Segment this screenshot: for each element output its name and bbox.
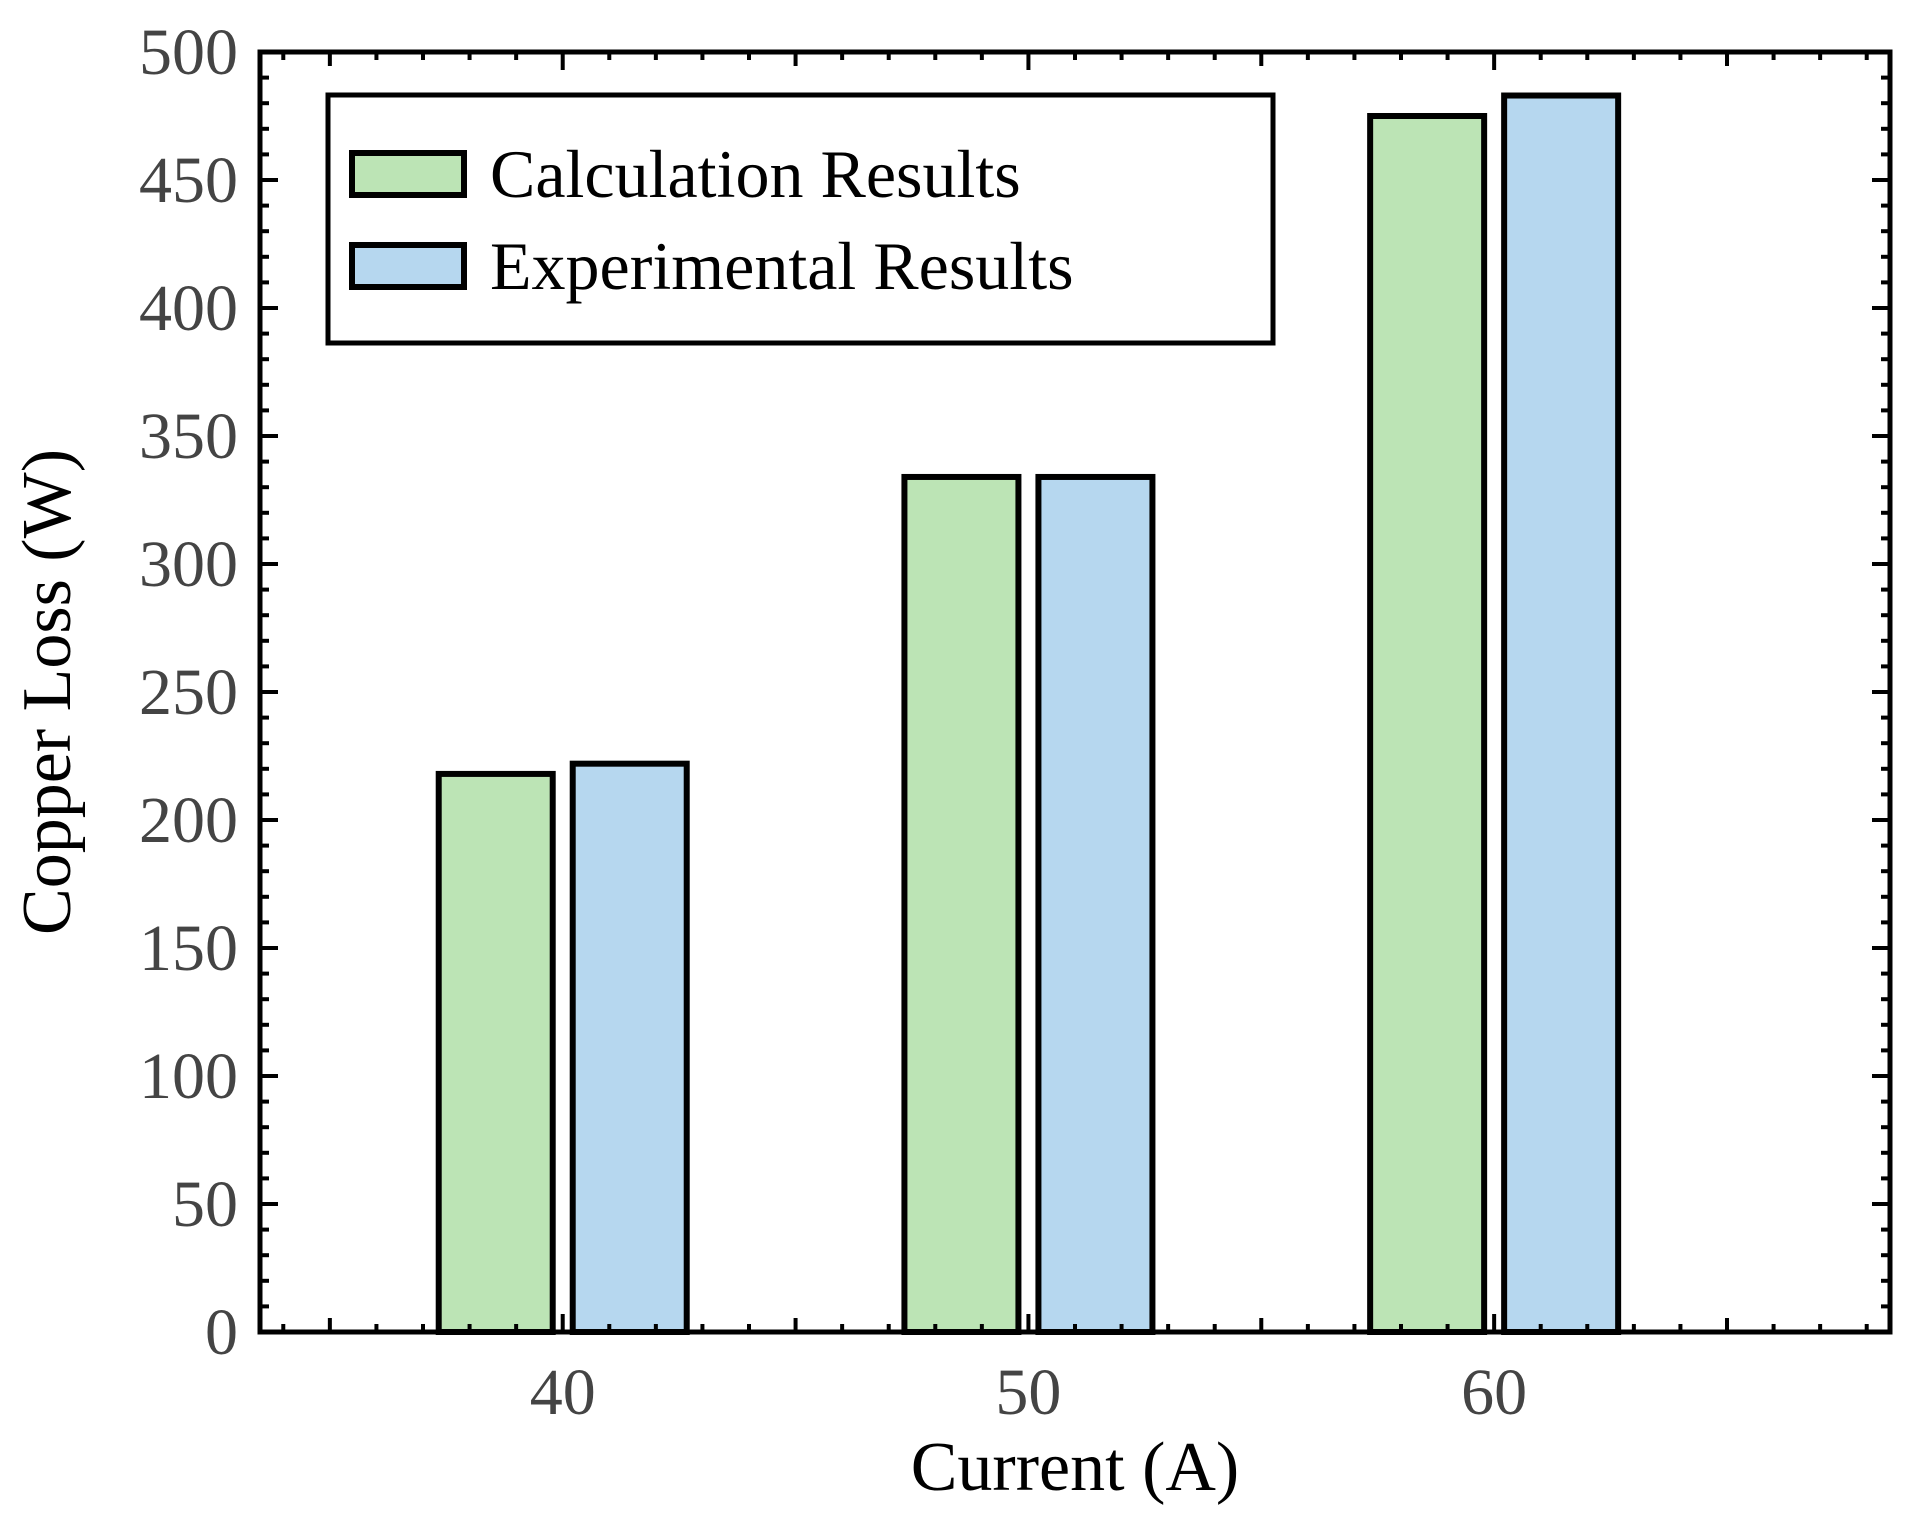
legend-label-calculation: Calculation Results <box>490 136 1021 212</box>
legend-swatch-experimental <box>349 242 467 290</box>
bar-calculation-60 <box>1367 113 1488 1335</box>
y-tick-label: 300 <box>139 528 238 601</box>
axes-layer: 0 50 100 150 200 250 300 350 400 450 500 40 50 60 <box>139 16 1893 1429</box>
legend-swatch-calculation <box>349 150 467 198</box>
legend-box <box>325 92 1276 346</box>
y-tick-label: 200 <box>139 784 238 857</box>
y-tick-label: 150 <box>139 912 238 985</box>
bar-experimental-50 <box>1035 473 1156 1335</box>
y-tick-label: 350 <box>139 400 238 473</box>
x-tick-label-50: 50 <box>995 1356 1061 1429</box>
y-tick-label: 450 <box>139 144 238 217</box>
bars-layer <box>435 92 1622 1335</box>
legend: Calculation Results Experimental Results <box>325 92 1276 346</box>
bar-calculation-40 <box>435 770 556 1335</box>
y-tick-label: 400 <box>139 272 238 345</box>
legend-label-experimental: Experimental Results <box>490 228 1074 304</box>
y-tick-label: 0 <box>205 1296 238 1369</box>
y-tick-label: 500 <box>139 16 238 89</box>
y-tick-label: 100 <box>139 1040 238 1113</box>
bar-experimental-40 <box>569 760 690 1335</box>
x-tick-label-60: 60 <box>1461 1356 1527 1429</box>
y-tick-label: 250 <box>139 656 238 729</box>
bar-experimental-60 <box>1501 92 1622 1335</box>
y-tick-label: 50 <box>172 1168 238 1241</box>
x-tick-label-40: 40 <box>530 1356 596 1429</box>
x-axis-title: Current (A) <box>911 1429 1240 1506</box>
y-axis-title: Copper Loss (W) <box>9 449 86 935</box>
bar-calculation-50 <box>901 473 1022 1335</box>
